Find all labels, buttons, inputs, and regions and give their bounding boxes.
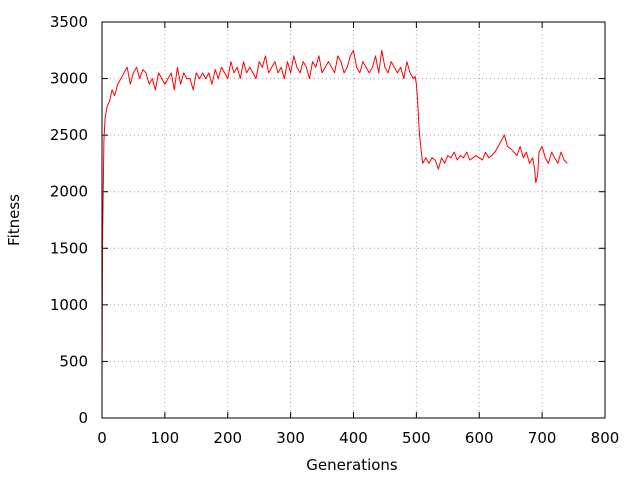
y-tick-label: 0 bbox=[78, 409, 88, 427]
y-tick-label: 1500 bbox=[50, 239, 88, 257]
x-tick-label: 300 bbox=[276, 429, 305, 447]
series-layer bbox=[101, 49, 568, 385]
x-axis-label: Generations bbox=[306, 456, 398, 474]
y-tick-label: 2000 bbox=[50, 183, 88, 201]
x-tick-label: 700 bbox=[528, 429, 557, 447]
y-axis-label: Fitness bbox=[5, 194, 23, 246]
y-tick-label: 3500 bbox=[50, 13, 88, 31]
tick-labels: 0 100 200 300 400 500 600 700 800 0 500 1000 1500 200… bbox=[50, 13, 620, 447]
y-tick-label: 3000 bbox=[50, 70, 88, 88]
x-tick-label: 600 bbox=[465, 429, 494, 447]
x-tick-label: 200 bbox=[213, 429, 242, 447]
grid bbox=[102, 22, 605, 418]
fitness-series-line bbox=[101, 49, 568, 385]
x-tick-label: 0 bbox=[97, 429, 107, 447]
x-tick-label: 800 bbox=[591, 429, 620, 447]
x-tick-label: 400 bbox=[339, 429, 368, 447]
y-tick-label: 2500 bbox=[50, 126, 88, 144]
y-tick-label: 1000 bbox=[50, 296, 88, 314]
x-tick-label: 500 bbox=[402, 429, 431, 447]
y-tick-label: 500 bbox=[59, 352, 88, 370]
plot-frame bbox=[101, 21, 606, 419]
x-tick-label: 100 bbox=[151, 429, 180, 447]
